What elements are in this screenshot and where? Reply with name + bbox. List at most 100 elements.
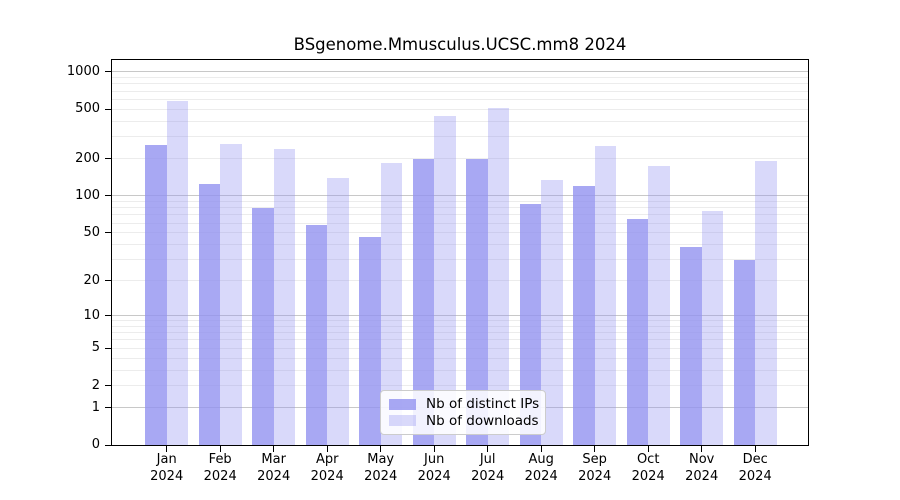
bar-distinct-ips-oct — [626, 218, 649, 445]
bar-distinct-ips-may — [359, 237, 381, 445]
bar-downloads-jul — [487, 108, 510, 445]
x-tick — [380, 446, 382, 452]
x-tick-month: Nov — [689, 452, 715, 467]
x-tick-label: Nov 2024 — [670, 452, 734, 485]
y-tick-label: 100 — [75, 187, 100, 203]
x-tick-label: Dec 2024 — [723, 452, 787, 485]
x-tick-label: Sep 2024 — [563, 452, 627, 485]
y-tick — [105, 347, 111, 349]
x-tick-year: 2024 — [203, 468, 237, 484]
bar-distinct-ips-nov — [680, 247, 702, 445]
bar-distinct-ips-jul — [466, 158, 488, 445]
plot-area: Nb of distinct IPs Nb of downloads — [111, 59, 809, 446]
gridline-minor — [112, 90, 808, 92]
x-tick-label: Feb 2024 — [188, 452, 252, 485]
gridline-minor — [112, 320, 808, 322]
x-tick-month: May — [367, 452, 395, 467]
gridline-minor — [112, 357, 808, 359]
x-tick-month: Jan — [156, 452, 177, 467]
legend: Nb of distinct IPs Nb of downloads — [380, 390, 546, 435]
legend-item-downloads: Nb of downloads — [389, 412, 539, 430]
legend-item-distinct-ips: Nb of distinct IPs — [389, 396, 540, 413]
gridline-minor — [112, 280, 808, 282]
bar-downloads-jun — [434, 115, 456, 445]
gridline-minor — [112, 325, 808, 327]
x-tick-year: 2024 — [631, 468, 665, 484]
x-tick — [701, 446, 703, 452]
x-tick-month: Aug — [528, 452, 554, 467]
x-tick-month: Jul — [479, 452, 496, 467]
y-tick-label: 2 — [91, 377, 100, 393]
bar-distinct-ips-mar — [252, 207, 274, 445]
x-tick-month: Dec — [742, 452, 768, 467]
gridline-minor — [112, 108, 808, 110]
x-tick — [594, 446, 596, 452]
x-tick-month: Jun — [424, 452, 445, 467]
chart-title: BSgenome.Mmusculus.UCSC.mm8 2024 — [293, 35, 627, 54]
x-tick-label: Jun 2024 — [402, 452, 466, 485]
y-tick — [105, 315, 111, 316]
bar-downloads-sep — [594, 145, 617, 445]
x-tick-month: Sep — [582, 452, 607, 467]
bar-downloads-mar — [273, 148, 296, 445]
x-tick-label: May 2024 — [349, 452, 413, 485]
bar-downloads-oct — [648, 165, 670, 445]
x-tick — [487, 446, 489, 452]
gridline-major — [112, 71, 808, 73]
gridline-minor — [112, 369, 808, 371]
y-tick-label: 0 — [91, 437, 100, 452]
x-tick-label: Jul 2024 — [456, 452, 520, 485]
gridline-minor — [112, 77, 808, 79]
legend-swatch-downloads — [389, 415, 416, 427]
y-tick-label: 20 — [83, 272, 100, 288]
y-tick-label: 10 — [83, 307, 100, 323]
x-tick-month: Oct — [636, 452, 660, 467]
x-tick — [219, 446, 221, 452]
x-tick-year: 2024 — [685, 468, 719, 484]
bar-downloads-feb — [220, 143, 242, 445]
y-tick-label: 1 — [91, 399, 100, 415]
y-tick — [105, 158, 111, 160]
gridline-minor — [112, 243, 808, 245]
y-tick-label: 50 — [83, 224, 100, 240]
legend-swatch-distinct-ips — [389, 398, 416, 410]
x-tick-label: Aug 2024 — [509, 452, 573, 485]
gridline-minor — [112, 385, 808, 387]
legend-label-downloads: Nb of downloads — [426, 412, 539, 429]
gridline-minor — [112, 158, 808, 160]
y-tick — [105, 385, 111, 387]
y-tick — [105, 232, 111, 234]
gridline-minor — [112, 339, 808, 341]
x-tick-year: 2024 — [524, 468, 558, 484]
bar-distinct-ips-feb — [198, 183, 221, 445]
x-tick — [754, 446, 756, 452]
x-tick-year: 2024 — [417, 468, 451, 484]
x-tick-label: Oct 2024 — [616, 452, 680, 485]
x-tick — [540, 446, 542, 452]
y-tick-label: 200 — [75, 150, 100, 166]
bar-distinct-ips-sep — [573, 186, 595, 445]
gridline-minor — [112, 200, 808, 202]
x-tick — [326, 446, 328, 452]
bar-downloads-apr — [327, 177, 349, 445]
x-tick-year: 2024 — [364, 468, 398, 484]
x-tick-label: Mar 2024 — [242, 452, 306, 485]
x-tick-year: 2024 — [471, 468, 505, 484]
x-tick-year: 2024 — [578, 468, 612, 484]
gridline-minor — [112, 136, 808, 138]
legend-label-distinct-ips: Nb of distinct IPs — [426, 396, 540, 413]
bar-distinct-ips-aug — [519, 204, 542, 445]
x-tick-year: 2024 — [257, 468, 291, 484]
y-tick-label: 500 — [75, 101, 100, 117]
x-tick — [273, 446, 275, 452]
bar-distinct-ips-jun — [412, 158, 435, 445]
y-tick-label: 5 — [91, 340, 100, 356]
gridline-minor — [112, 98, 808, 100]
x-tick-month: Apr — [315, 452, 339, 467]
y-tick — [105, 71, 111, 73]
x-tick — [166, 446, 168, 452]
gridline-minor — [112, 332, 808, 334]
x-tick-month: Mar — [261, 452, 286, 467]
x-tick — [433, 446, 435, 452]
